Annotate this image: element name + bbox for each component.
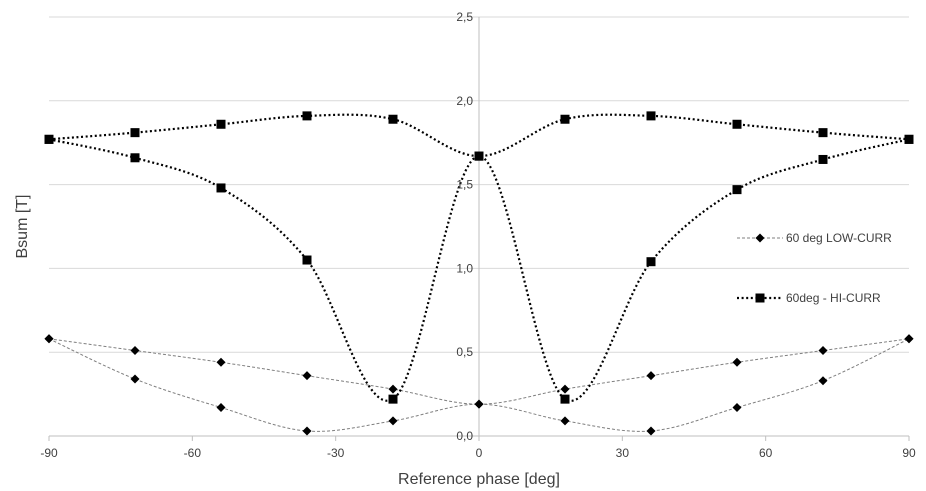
y-tick-label: 2,5 xyxy=(456,10,473,24)
y-tick-label: 1,0 xyxy=(456,261,473,275)
data-point-square xyxy=(130,128,140,138)
data-point-diamond xyxy=(732,403,742,413)
y-tick-label: 1,5 xyxy=(456,178,473,192)
data-point-diamond xyxy=(560,416,570,426)
data-point-diamond xyxy=(818,346,828,356)
data-point-square xyxy=(302,255,312,265)
series-square xyxy=(44,111,914,404)
data-point-diamond xyxy=(388,416,398,426)
data-point-square xyxy=(130,153,140,163)
y-tick-label: 2,0 xyxy=(456,94,473,108)
data-point-diamond xyxy=(44,334,54,344)
data-point-square xyxy=(44,134,54,144)
data-point-square xyxy=(388,114,398,124)
data-point-square xyxy=(732,119,742,129)
data-point-diamond xyxy=(302,426,312,436)
tick-labels: 0,0 0,5 1,0 1,5 2,0 2,5 -90 -60 -30 0 30 60 90 xyxy=(40,10,916,460)
data-point-diamond xyxy=(646,426,656,436)
x-axis-title: Reference phase [deg] xyxy=(398,471,560,488)
legend-label: 60deg - HI-CURR xyxy=(786,291,881,305)
data-point-diamond xyxy=(216,357,226,367)
series-layer xyxy=(44,111,914,436)
data-point-square xyxy=(818,154,828,164)
x-tick-label: 60 xyxy=(759,446,773,460)
data-point-diamond xyxy=(216,403,226,413)
axes xyxy=(48,17,910,441)
series-diamond xyxy=(44,334,914,436)
data-point-square xyxy=(646,257,656,267)
data-point-diamond xyxy=(302,371,312,381)
x-tick-label: 90 xyxy=(902,446,916,460)
data-point-square xyxy=(904,134,914,144)
data-point-square xyxy=(216,119,226,129)
data-point-square xyxy=(818,128,828,138)
x-tick-label: -60 xyxy=(184,446,202,460)
data-point-diamond xyxy=(474,399,484,409)
data-point-diamond xyxy=(560,384,570,394)
y-tick-label: 0,5 xyxy=(456,345,473,359)
y-axis-title: Bsum [T] xyxy=(14,194,31,258)
data-point-square xyxy=(216,183,226,193)
series-line xyxy=(48,338,910,432)
data-point-diamond xyxy=(646,371,656,381)
y-tick-label: 0,0 xyxy=(456,429,473,443)
data-point-diamond xyxy=(732,357,742,367)
data-point-square xyxy=(732,185,742,195)
data-point-square xyxy=(302,111,312,121)
x-tick-label: 0 xyxy=(476,446,483,460)
data-point-diamond xyxy=(130,346,140,356)
legend-entry: 60 deg LOW-CURR xyxy=(737,231,892,245)
x-tick-label: -90 xyxy=(40,446,58,460)
x-tick-label: -30 xyxy=(327,446,345,460)
data-point-square xyxy=(560,114,570,124)
data-point-diamond xyxy=(388,384,398,394)
legend-entry: 60deg - HI-CURR xyxy=(737,291,881,305)
data-point-square xyxy=(474,151,484,161)
data-point-diamond xyxy=(904,334,914,344)
legend: 60 deg LOW-CURR 60deg - HI-CURR xyxy=(737,231,892,305)
legend-label: 60 deg LOW-CURR xyxy=(786,231,892,245)
data-point-square xyxy=(560,394,570,404)
series-line xyxy=(48,113,910,158)
data-point-diamond xyxy=(130,374,140,384)
data-point-square xyxy=(755,293,765,303)
data-point-square xyxy=(388,394,398,404)
data-point-diamond xyxy=(755,233,765,243)
data-point-square xyxy=(646,111,656,121)
x-tick-label: 30 xyxy=(616,446,630,460)
data-point-diamond xyxy=(818,376,828,386)
